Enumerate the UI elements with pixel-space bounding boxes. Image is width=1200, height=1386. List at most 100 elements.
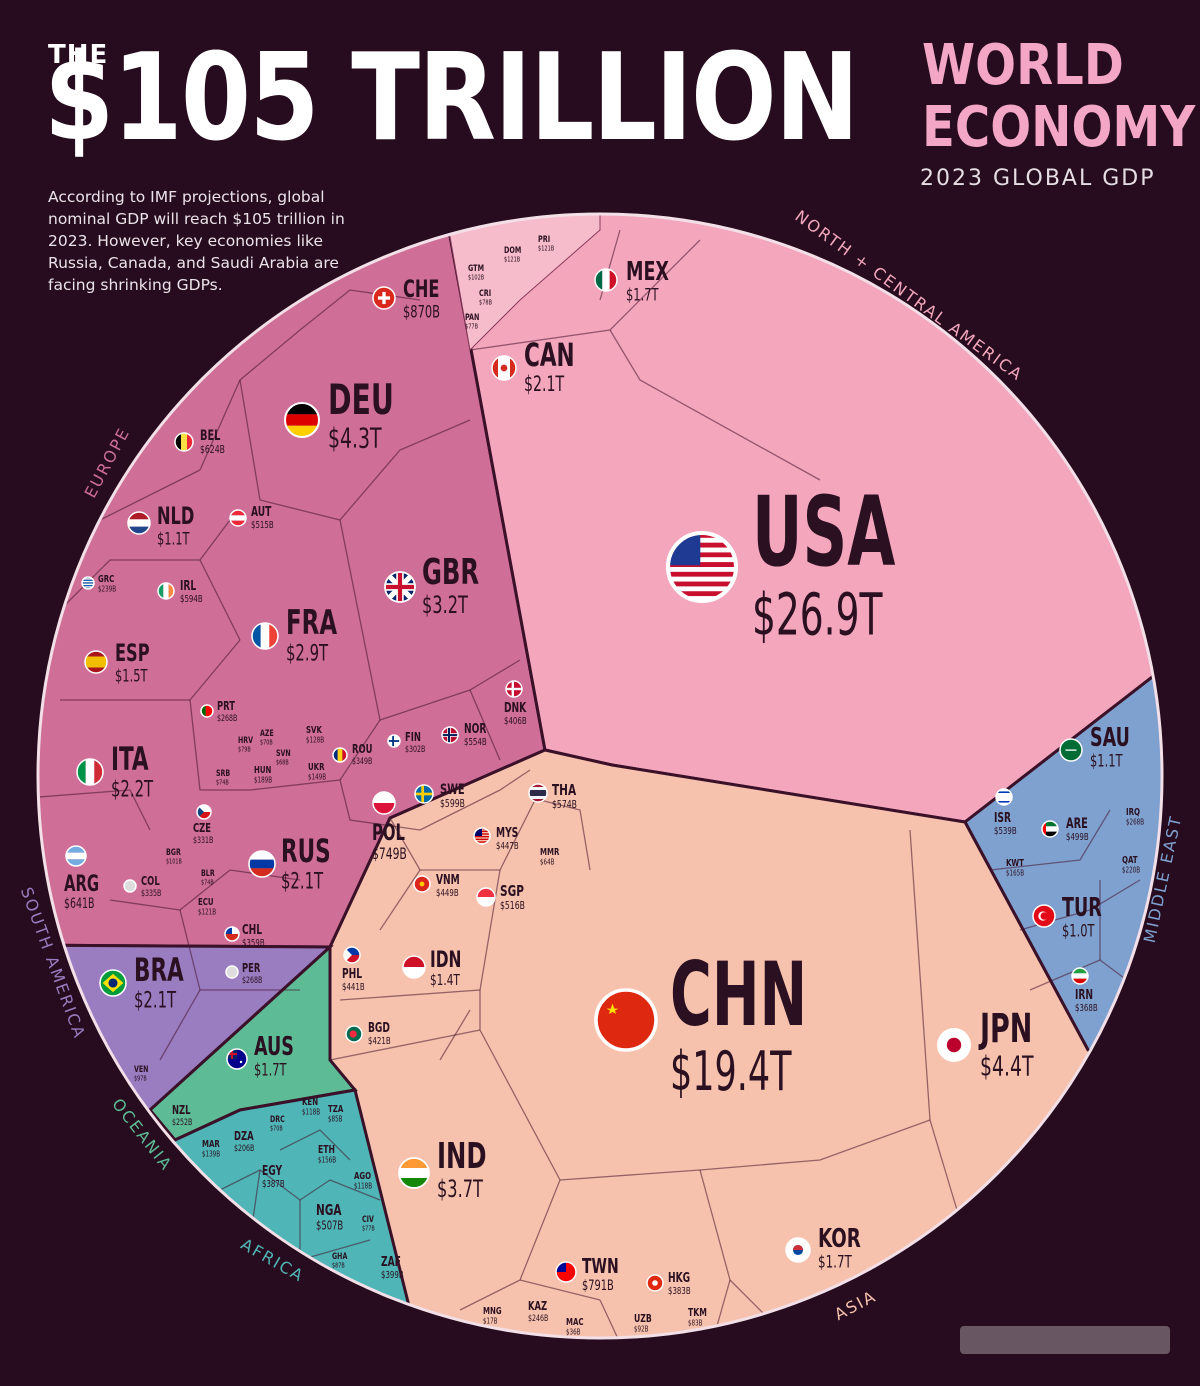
country-value-bra: $2.1T: [134, 987, 176, 1013]
country-sgp: SGP$516B: [476, 884, 525, 913]
country-value-civ: $77B: [362, 1225, 375, 1233]
country-value-dza: $206B: [234, 1143, 254, 1153]
are-flag-icon: [1041, 820, 1059, 838]
country-value-esp: $1.5T: [115, 666, 148, 686]
country-value-isr: $539B: [994, 826, 1017, 837]
country-value-rou: $349B: [352, 756, 372, 766]
esp-flag-icon: [84, 650, 108, 674]
country-value-prt: $268B: [217, 713, 237, 723]
isr-flag-icon: [995, 788, 1013, 806]
sau-flag-icon: [1059, 738, 1083, 762]
country-value-sau: $1.1T: [1090, 751, 1123, 771]
country-code-irn: IRN: [1075, 987, 1093, 1003]
country-code-ukr: UKR: [308, 762, 325, 773]
country-value-tkm: $83B: [688, 1318, 703, 1328]
country-value-hkg: $383B: [668, 1286, 691, 1297]
country-value-mng: $17B: [483, 1316, 498, 1326]
country-tza: TZA$85B: [328, 1104, 344, 1124]
country-egy: EGY$387B: [262, 1163, 285, 1191]
country-value-hrv: $79B: [238, 746, 251, 754]
headline: $105 TRILLION: [44, 29, 859, 168]
country-bel: BEL$624B: [174, 427, 225, 457]
gbr-flag-icon: [384, 571, 416, 603]
kor-flag-icon: [785, 1237, 811, 1263]
country-code-usa: USA: [752, 475, 895, 587]
country-dza: DZA$206B: [234, 1129, 254, 1153]
country-code-col: COL: [141, 874, 160, 888]
cell-border: [329, 1179, 381, 1201]
country-pri: PRI$121B: [538, 233, 554, 252]
country-value-fin: $302B: [405, 744, 425, 754]
country-ukr: UKR$149B: [308, 762, 326, 782]
country-code-prt: PRT: [217, 699, 235, 713]
cell-border: [339, 719, 381, 781]
country-dom: DOM$121B: [504, 244, 521, 263]
country-code-drc: DRC: [270, 1114, 285, 1124]
country-jpn: JPN$4.4T: [937, 1006, 1034, 1083]
country-aus: AUS$1.7T: [226, 1032, 294, 1080]
country-aut: AUT$515B: [229, 504, 274, 531]
country-value-egy: $387B: [262, 1179, 285, 1190]
country-code-idn: IDN: [430, 947, 461, 973]
country-mar: MAR$139B: [202, 1139, 220, 1159]
country-value-srb: $74B: [216, 779, 229, 787]
cell-border: [339, 419, 471, 521]
country-srb: SRB$74B: [216, 768, 231, 786]
cell-border: [199, 519, 231, 561]
country-isr: ISR$539B: [994, 788, 1017, 837]
country-value-kwt: $165B: [1006, 868, 1024, 878]
country-value-pri: $121B: [538, 245, 554, 253]
country-code-hkg: HKG: [668, 1270, 690, 1286]
country-code-kor: KOR: [818, 1224, 861, 1254]
country-can: CAN$2.1T: [491, 337, 575, 397]
country-tur: TUR$1.0T: [1032, 893, 1102, 941]
country-gbr: GBR$3.2T: [384, 550, 479, 620]
country-col: COL$335B: [123, 874, 161, 898]
country-mmr: MMR$64B: [540, 847, 560, 867]
country-code-rus: RUS: [281, 833, 331, 870]
country-qat: QAT$220B: [1122, 855, 1140, 875]
country-value-jpn: $4.4T: [980, 1050, 1034, 1083]
country-code-ken: KEN: [302, 1097, 318, 1108]
country-value-svn: $68B: [276, 759, 289, 767]
aut-flag-icon: [229, 509, 247, 527]
country-code-srb: SRB: [216, 768, 231, 778]
country-cri: CRI$78B: [479, 287, 492, 306]
country-rou: ROU$349B: [332, 742, 372, 766]
country-code-tur: TUR: [1062, 893, 1102, 922]
country-dnk: DNK$406B: [504, 680, 527, 727]
col-flag-icon: [123, 879, 137, 893]
country-code-qat: QAT: [1122, 855, 1138, 866]
pol-flag-icon: [372, 791, 396, 815]
country-value-aut: $515B: [251, 520, 274, 531]
country-value-vnm: $449B: [436, 888, 459, 899]
country-irl: IRL$594B: [157, 578, 203, 605]
country-value-chl: $359B: [242, 938, 265, 949]
che-flag-icon: [372, 286, 396, 310]
rus-flag-icon: [248, 850, 276, 878]
region-cells: [38, 214, 1162, 1338]
country-code-ven: VEN: [134, 1064, 148, 1074]
country-value-irl: $594B: [180, 594, 203, 605]
country-code-cri: CRI: [479, 287, 491, 298]
country-value-ecu: $121B: [198, 907, 216, 917]
country-code-jpn: JPN: [978, 1006, 1032, 1052]
vnm-flag-icon: [413, 875, 431, 893]
country-nga: NGA$507B: [316, 1203, 343, 1233]
cell-border: [539, 799, 591, 871]
tha-flag-icon: [528, 783, 548, 803]
country-value-arg: $641B: [64, 895, 94, 911]
country-code-kaz: KAZ: [528, 1299, 547, 1313]
country-code-tza: TZA: [328, 1104, 344, 1115]
title-the: THE: [48, 40, 109, 70]
country-code-nor: NOR: [464, 721, 486, 737]
cell-border: [239, 379, 341, 521]
country-code-are: ARE: [1066, 815, 1088, 832]
country-code-twn: TWN: [582, 1255, 619, 1278]
cell-border: [159, 989, 201, 1061]
per-flag-icon: [225, 965, 239, 979]
chl-flag-icon: [224, 926, 240, 942]
mys-flag-icon: [473, 827, 491, 845]
country-ven: VEN$97B: [134, 1064, 148, 1082]
